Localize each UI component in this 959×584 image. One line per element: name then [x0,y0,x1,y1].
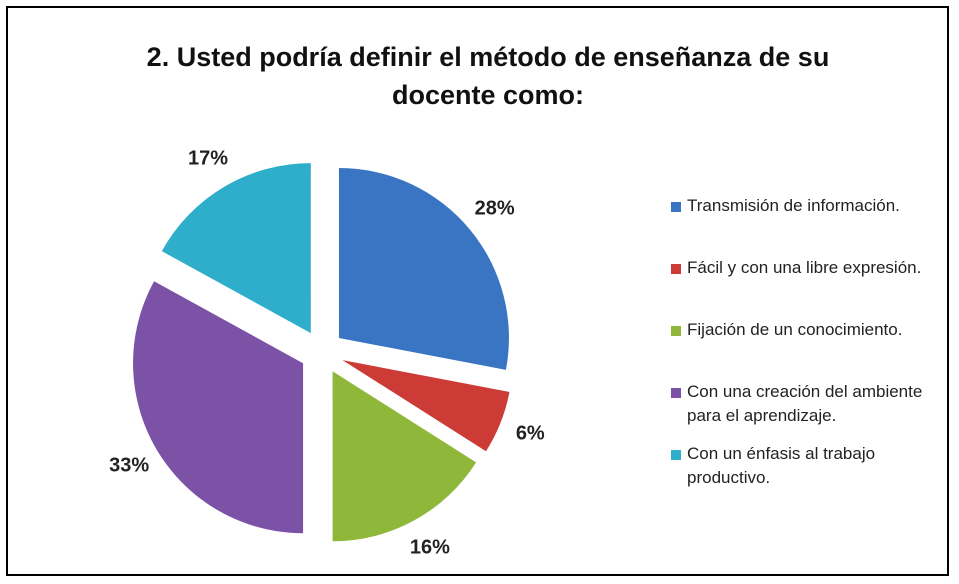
legend-swatch [671,450,681,460]
legend-swatch [671,202,681,212]
legend-item: Fácil y con una libre expresión. [671,256,959,318]
legend-swatch [671,388,681,398]
value-label: 28% [475,197,515,219]
legend-label: Con una creación del ambiente para el ap… [687,382,923,425]
pie-slice [332,371,477,542]
legend-item: Fijación de un conocimiento. [671,318,959,380]
legend-label: Con un énfasis al trabajo productivo. [687,444,876,487]
legend-swatch [671,264,681,274]
legend: Transmisión de información. Fácil y con u… [671,194,959,504]
value-label: 33% [109,454,149,476]
chart-title: 2. Usted podría definir el método de ens… [146,42,830,110]
legend-label: Fijación de un conocimiento. [687,320,903,339]
pie-slice [342,360,510,452]
legend-item: Transmisión de información. [671,194,959,256]
legend-item: Con una creación del ambiente para el ap… [671,380,959,442]
value-label: 16% [410,537,450,559]
value-label: 17% [188,147,228,169]
pie-slice [133,281,304,534]
legend-label: Fácil y con una libre expresión. [687,258,922,277]
pie-slice [161,163,311,334]
value-label: 6% [516,423,545,445]
pie-slice [338,167,509,370]
legend-item: Con un énfasis al trabajo productivo. [671,442,959,504]
legend-label: Transmisión de información. [687,196,900,215]
legend-swatch [671,326,681,336]
